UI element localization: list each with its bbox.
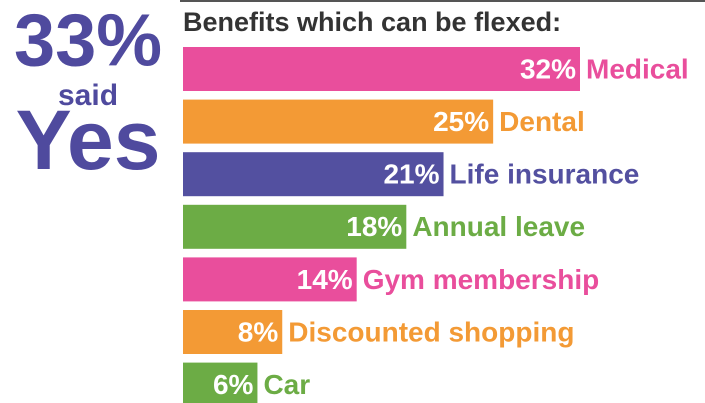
category-label: Car [263, 369, 310, 400]
value-label: 32% [520, 53, 576, 84]
bar [183, 310, 283, 354]
bar [183, 152, 444, 197]
value-label: 21% [383, 159, 439, 190]
category-label: Life insurance [450, 159, 640, 190]
category-label: Gym membership [363, 264, 600, 295]
bar [183, 362, 258, 403]
bar [183, 204, 407, 249]
bar [183, 47, 580, 91]
category-label: Medical [586, 53, 689, 84]
callout-text: said [58, 79, 118, 112]
bar [183, 257, 357, 302]
bar [183, 99, 494, 144]
chart-title: Benefits which can be flexed: [183, 7, 561, 37]
value-label: 14% [297, 264, 353, 295]
value-label: 18% [346, 211, 402, 242]
category-label: Discounted shopping [288, 316, 574, 347]
value-label: 25% [433, 106, 489, 137]
callout-text: Yes [16, 93, 161, 187]
value-label: 8% [238, 316, 279, 347]
callout-value: 33% [14, 0, 162, 82]
category-label: Dental [499, 106, 585, 137]
category-label: Annual leave [412, 211, 585, 242]
value-label: 6% [213, 369, 254, 400]
